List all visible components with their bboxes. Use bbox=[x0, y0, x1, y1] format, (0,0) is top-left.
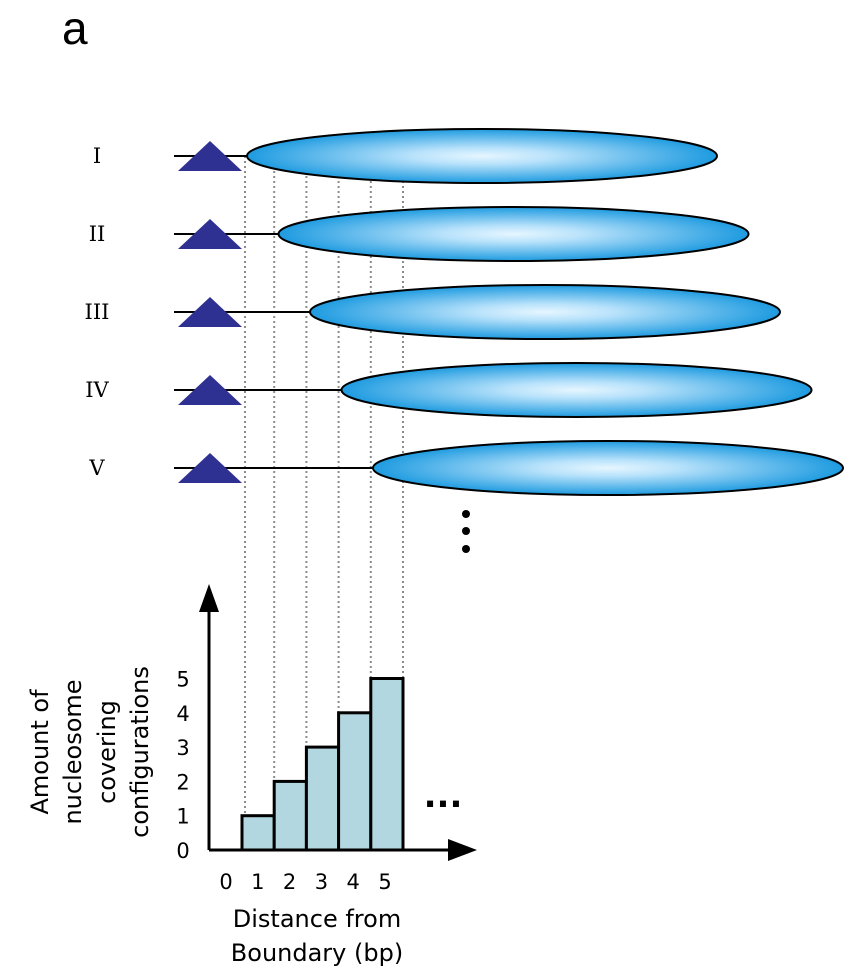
configuration-label: I bbox=[93, 144, 101, 168]
x-tick-label: 0 bbox=[219, 870, 232, 894]
x-axis-title-line: Boundary (bp) bbox=[231, 939, 403, 967]
histogram-bar bbox=[337, 711, 373, 852]
y-tick-label: 5 bbox=[176, 668, 189, 692]
triangle-icon bbox=[178, 453, 242, 483]
y-axis-title-line: covering bbox=[93, 700, 121, 804]
ellipse-icon bbox=[277, 206, 750, 262]
ellipsis-dot bbox=[462, 510, 470, 518]
y-axis-title-line: configurations bbox=[126, 666, 154, 838]
triangle-icon bbox=[178, 297, 242, 327]
guide-lines bbox=[244, 156, 404, 816]
ellipse-icon bbox=[372, 440, 844, 496]
triangle-icon bbox=[178, 219, 242, 249]
ellipse-icon bbox=[309, 284, 781, 340]
x-tick-label: 2 bbox=[283, 870, 296, 894]
histogram-bars bbox=[240, 677, 405, 852]
chart-continuation-mark: ... bbox=[424, 776, 463, 816]
y-tick-label: 3 bbox=[176, 736, 189, 760]
y-tick-label: 4 bbox=[176, 702, 189, 726]
y-axis-title-line: nucleosome bbox=[59, 679, 87, 824]
histogram-bar bbox=[240, 814, 276, 852]
configuration-label: II bbox=[89, 222, 106, 246]
x-tick-label: 4 bbox=[347, 870, 360, 894]
y-tick-labels: 0 1 2 3 4 5 bbox=[176, 668, 189, 864]
histogram-bar bbox=[369, 677, 405, 852]
y-tick-label: 1 bbox=[176, 805, 189, 829]
configuration-label: IV bbox=[85, 378, 109, 402]
triangle-icon bbox=[178, 141, 242, 171]
ellipsis-dot bbox=[462, 545, 470, 553]
x-axis-title-line: Distance from bbox=[233, 905, 401, 933]
histogram-bar bbox=[304, 745, 341, 852]
ellipse-icon bbox=[246, 128, 718, 184]
x-tick-label: 1 bbox=[251, 870, 264, 894]
y-axis-title-line: Amount of bbox=[26, 689, 54, 815]
triangle-icon bbox=[178, 375, 242, 405]
y-axis-arrow-icon bbox=[199, 584, 219, 612]
x-axis-title: Distance from Boundary (bp) bbox=[231, 905, 403, 967]
configuration-row: III bbox=[85, 284, 781, 340]
histogram-bar bbox=[272, 779, 308, 852]
ellipse-icon bbox=[340, 362, 813, 418]
y-tick-label: 2 bbox=[176, 770, 189, 794]
configuration-row: I bbox=[93, 128, 718, 184]
configuration-label: III bbox=[85, 300, 110, 324]
ellipsis-dot bbox=[462, 527, 470, 535]
panel-label: a bbox=[62, 2, 88, 54]
configuration-row: V bbox=[88, 440, 844, 496]
y-axis-title: Amount of nucleosome covering configuration… bbox=[26, 666, 154, 838]
configuration-label: V bbox=[88, 456, 105, 480]
configuration-row: II bbox=[89, 206, 750, 262]
y-tick-label: 0 bbox=[176, 839, 189, 863]
x-axis-arrow-icon bbox=[448, 839, 477, 861]
vertical-ellipsis bbox=[462, 510, 470, 553]
x-tick-label: 3 bbox=[315, 870, 328, 894]
x-tick-label: 5 bbox=[378, 870, 391, 894]
configuration-row: IV bbox=[85, 362, 813, 418]
